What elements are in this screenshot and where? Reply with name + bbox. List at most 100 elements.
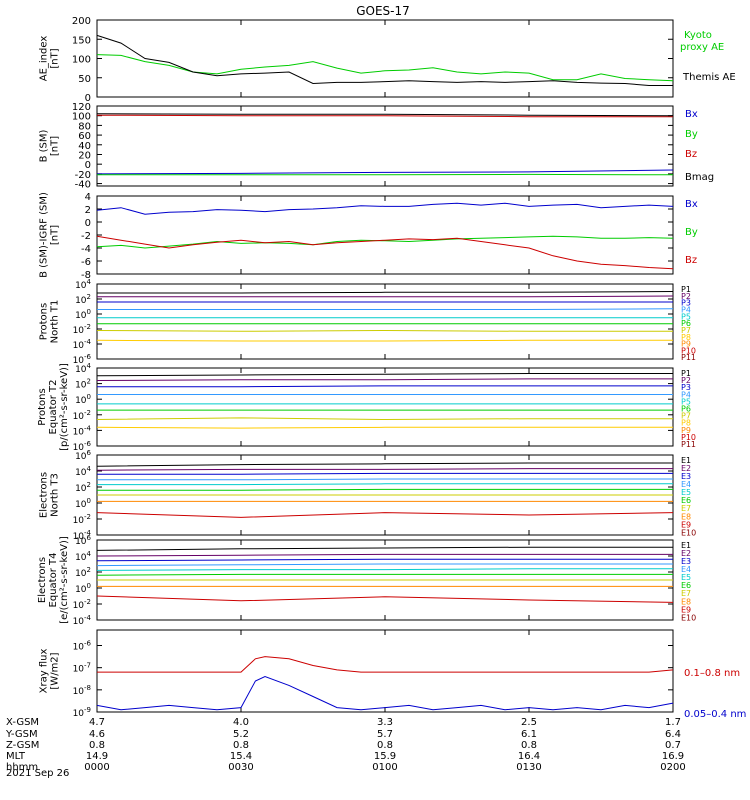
series-line-p1 xyxy=(97,291,674,294)
series-line-bmag xyxy=(96,113,674,117)
legend-xray-long: 0.1–0.8 nm xyxy=(684,668,740,679)
legend-bz: Bz xyxy=(685,149,697,160)
legend-e1: E1 xyxy=(681,541,691,550)
legend-e6: E6 xyxy=(681,496,691,505)
y-axis-label: Equator T4 xyxy=(48,553,59,608)
y-tick-label: 104 xyxy=(75,362,91,375)
series-line-p2 xyxy=(97,295,674,298)
orbit-row-label: Z-GSM xyxy=(6,740,39,751)
y-tick-label: 102 xyxy=(75,293,91,306)
legend-p6: P6 xyxy=(681,405,691,414)
panel-4: 10-6 10-4 10-2 100 102 104 Protons North T1 P1P2… xyxy=(39,278,697,366)
y-tick-label: 10-4 xyxy=(73,338,92,351)
legend-e7: E7 xyxy=(681,589,691,598)
series-line-bz xyxy=(96,114,673,118)
panel-frame xyxy=(96,283,674,360)
y-tick-label: 104 xyxy=(75,550,91,563)
legend-bz: Bz xyxy=(685,255,697,266)
y-axis-label: Xray flux xyxy=(39,649,50,694)
y-tick-label: 20 xyxy=(78,150,91,161)
series-line-e6 xyxy=(97,488,673,491)
series-line-e5 xyxy=(97,483,673,486)
legend-p9: P9 xyxy=(681,340,691,349)
y-tick-label: 100 xyxy=(72,55,91,66)
series-line-e1 xyxy=(96,546,673,551)
series-line-p7 xyxy=(96,417,673,421)
panel-5: 10-6 10-4 10-2 100 102 104 Protons Equator T2 [p… xyxy=(37,362,696,453)
series-line-0-05-0-4-nm xyxy=(96,675,674,711)
orbit-value: 0.7 xyxy=(665,740,681,751)
y-tick-label: 40 xyxy=(78,141,91,152)
series-line-bx xyxy=(96,202,674,215)
orbit-value: 0.8 xyxy=(377,740,393,751)
legend-e4: E4 xyxy=(681,480,691,489)
orbit-table: X-GSMY-GSMZ-GSMMLThhmm4.74.60.814.900004… xyxy=(5,717,686,773)
legend-p4: P4 xyxy=(681,390,691,399)
legend-p10: P10 xyxy=(681,346,696,355)
series-line-e2 xyxy=(96,468,673,471)
legend-p3: P3 xyxy=(681,383,691,392)
panel-frame xyxy=(96,19,674,98)
y-axis-label: Electrons xyxy=(37,557,48,603)
legend-bx: Bx xyxy=(685,199,698,210)
orbit-value: 0100 xyxy=(372,762,397,773)
orbit-row-label: MLT xyxy=(6,751,26,762)
y-tick-label: 102 xyxy=(75,566,91,579)
y-tick-label: 106 xyxy=(75,449,91,462)
legend-p9: P9 xyxy=(681,426,691,435)
y-axis-label: B (SM)-IGRF (SM) xyxy=(39,192,50,278)
y-tick-label: -2 xyxy=(81,231,91,242)
series-line-e6 xyxy=(96,573,673,576)
legend-p2: P2 xyxy=(681,292,691,301)
y-tick-label: 10-2 xyxy=(73,513,91,526)
series-line-p8 xyxy=(96,426,673,429)
orbit-value: 0030 xyxy=(228,762,253,773)
legend-bmag: Bmag xyxy=(685,172,714,183)
legend-p2: P2 xyxy=(681,376,691,385)
y-axis-label: AE_index xyxy=(39,36,50,82)
legend-e5: E5 xyxy=(681,573,691,582)
y-tick-label: 50 xyxy=(78,74,91,85)
series-line-e3 xyxy=(96,558,673,562)
series-line-p8 xyxy=(96,339,673,342)
series-line-bz xyxy=(96,235,674,270)
legend-e4: E4 xyxy=(681,565,691,574)
legend-e2: E2 xyxy=(681,464,691,473)
legend-e10: E10 xyxy=(681,613,696,622)
orbit-value: 5.7 xyxy=(377,729,393,740)
y-tick-label: 106 xyxy=(75,534,91,547)
y-axis-label: North T3 xyxy=(50,473,61,517)
y-tick-label: 0 xyxy=(85,218,91,229)
y-tick-label: 0 xyxy=(85,93,91,104)
y-tick-label: -6 xyxy=(81,257,91,268)
orbit-row-label: Y-GSM xyxy=(5,729,38,740)
y-tick-label: 120 xyxy=(72,102,91,113)
series-line-e1 xyxy=(96,462,673,467)
y-tick-label: -8 xyxy=(81,270,91,281)
y-tick-label: 10-6 xyxy=(73,640,92,653)
legend-e9: E9 xyxy=(681,520,691,529)
y-tick-label: 10-2 xyxy=(73,409,91,422)
orbit-value: 16.4 xyxy=(518,751,540,762)
orbit-row-label: hhmm xyxy=(6,762,38,773)
y-axis-label: Protons xyxy=(37,388,48,425)
legend-e8: E8 xyxy=(681,512,691,521)
legend-p5: P5 xyxy=(681,397,691,406)
series-line-e9 xyxy=(96,512,674,518)
legend-p5: P5 xyxy=(681,312,691,321)
y-tick-label: -20 xyxy=(75,170,91,181)
legend-kyoto: Kyoto xyxy=(684,30,712,41)
legend-by: By xyxy=(685,129,698,140)
panel-frame xyxy=(96,629,674,713)
y-tick-label: 10-4 xyxy=(73,614,92,627)
series-line-themis-ae xyxy=(96,34,673,86)
y-tick-label: 10-9 xyxy=(73,706,91,719)
orbit-value: 0.8 xyxy=(521,740,537,751)
y-tick-label: 10-6 xyxy=(73,440,92,453)
orbit-value: 3.3 xyxy=(377,717,393,728)
y-axis-label: [nT] xyxy=(50,225,61,245)
orbit-value: 15.9 xyxy=(374,751,396,762)
